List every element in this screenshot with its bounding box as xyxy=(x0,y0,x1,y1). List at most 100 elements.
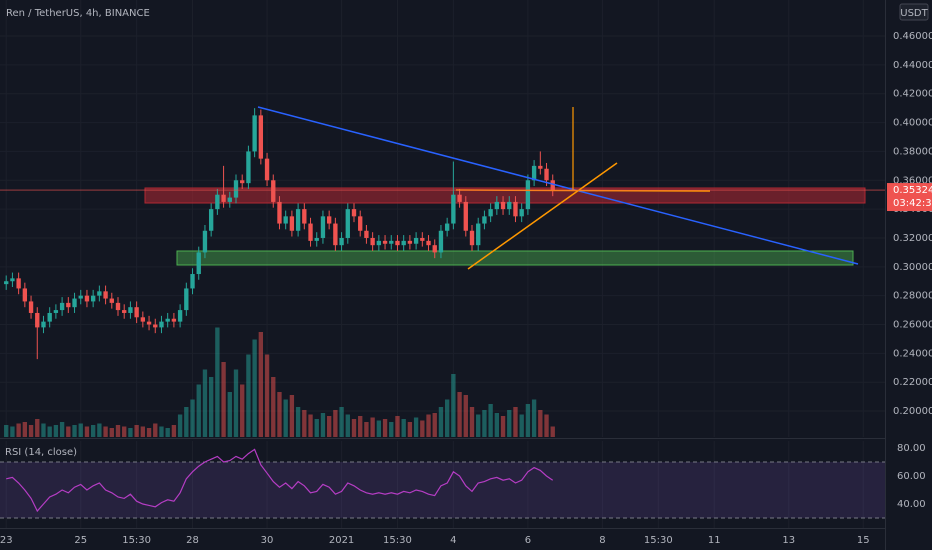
volume-bar xyxy=(420,420,425,437)
candle-body xyxy=(16,278,21,289)
candle-body xyxy=(488,209,493,217)
volume-bar xyxy=(401,419,406,437)
volume-bar xyxy=(538,410,543,437)
volume-bar xyxy=(295,407,301,437)
volume-bar xyxy=(22,422,28,437)
candle-body xyxy=(277,201,282,224)
candle-body xyxy=(295,209,301,231)
candle-body xyxy=(444,223,450,231)
candle-body xyxy=(302,209,307,224)
currency-label[interactable]: USDT xyxy=(900,8,928,19)
candle-body xyxy=(78,295,83,299)
volume-bar xyxy=(215,327,220,437)
volume-bar xyxy=(370,417,375,437)
last-price-label: 0.35324 xyxy=(893,185,932,196)
rsi-tick-label: 60.00 xyxy=(897,471,926,482)
candle-body xyxy=(482,216,487,224)
volume-bar xyxy=(320,413,326,437)
x-tick-label: 15 xyxy=(857,535,870,546)
volume-bar xyxy=(550,426,555,437)
candle-body xyxy=(544,168,549,181)
volume-bar xyxy=(519,414,524,437)
candle-body xyxy=(184,288,189,311)
volume-bar xyxy=(358,416,363,437)
x-tick-label: 6 xyxy=(525,535,531,546)
candle-body xyxy=(53,310,59,313)
candle-body xyxy=(407,240,413,244)
volume-layer xyxy=(4,327,555,437)
y-tick-label: 0.40000 xyxy=(893,118,932,129)
volume-bar xyxy=(146,428,152,437)
candle-body xyxy=(159,321,164,328)
candle-body xyxy=(66,302,71,308)
candle-body xyxy=(10,278,15,282)
volume-bar xyxy=(35,419,40,437)
candle-body xyxy=(208,209,214,231)
candle-body xyxy=(41,321,46,328)
y-tick-label: 0.28000 xyxy=(893,291,932,302)
volume-bar xyxy=(476,414,481,437)
candle-body xyxy=(109,298,114,303)
candle-body xyxy=(339,237,344,246)
volume-bar xyxy=(184,407,189,437)
volume-bar xyxy=(16,423,21,437)
volume-bar xyxy=(103,426,108,437)
volume-bar xyxy=(97,423,102,437)
candle-body xyxy=(115,302,121,311)
volume-bar xyxy=(438,407,444,437)
price-axis xyxy=(885,0,932,550)
candle-body xyxy=(283,216,288,224)
candle-body xyxy=(531,165,537,181)
rsi-tick-label: 40.00 xyxy=(897,499,926,510)
countdown-label: 03:42:32 xyxy=(893,198,932,209)
volume-bar xyxy=(376,420,382,437)
candle-body xyxy=(351,209,357,217)
volume-bar xyxy=(494,413,500,437)
candle-body xyxy=(401,240,406,246)
candle-body xyxy=(128,307,133,313)
y-tick-label: 0.32000 xyxy=(893,233,932,244)
volume-bar xyxy=(277,392,282,437)
volume-bar xyxy=(345,414,350,437)
volume-bar xyxy=(463,395,468,437)
candle-body xyxy=(463,201,468,231)
volume-bar xyxy=(469,407,475,437)
candle-body xyxy=(320,216,326,238)
y-tick-label: 0.30000 xyxy=(893,262,932,273)
rsi-tick-label: 80.00 xyxy=(897,443,926,454)
x-tick-label: 11 xyxy=(708,535,721,546)
candle-body xyxy=(525,180,531,210)
x-tick-label: 15:30 xyxy=(122,535,151,546)
volume-bar xyxy=(153,423,158,437)
candle-body xyxy=(382,240,388,244)
currency-button[interactable] xyxy=(899,3,929,21)
trend-line xyxy=(257,106,859,265)
candles xyxy=(4,108,555,360)
volume-bar xyxy=(159,426,164,437)
candle-body xyxy=(165,318,170,322)
volume-bar xyxy=(4,425,9,437)
candle-body xyxy=(146,321,152,325)
candle-body xyxy=(221,194,226,202)
candle-body xyxy=(171,318,177,322)
volume-bar xyxy=(233,369,239,437)
volume-bar xyxy=(66,426,71,437)
candle-body xyxy=(500,201,506,210)
candle-body xyxy=(289,216,295,231)
last-price-box xyxy=(887,183,932,212)
candle-body xyxy=(134,307,139,318)
candle-body xyxy=(519,209,524,217)
volume-bar xyxy=(190,399,195,437)
volume-bar xyxy=(339,407,344,437)
x-tick-label: 13 xyxy=(782,535,795,546)
volume-bar xyxy=(171,425,177,437)
candle-body xyxy=(258,115,264,159)
volume-bar xyxy=(500,416,506,437)
volume-bar xyxy=(395,416,400,437)
candle-body xyxy=(513,201,518,217)
y-tick-label: 0.36000 xyxy=(893,175,932,186)
volume-bar xyxy=(115,425,121,437)
volume-bar xyxy=(53,425,59,437)
volume-bar xyxy=(525,404,531,437)
volume-bar xyxy=(407,422,413,437)
